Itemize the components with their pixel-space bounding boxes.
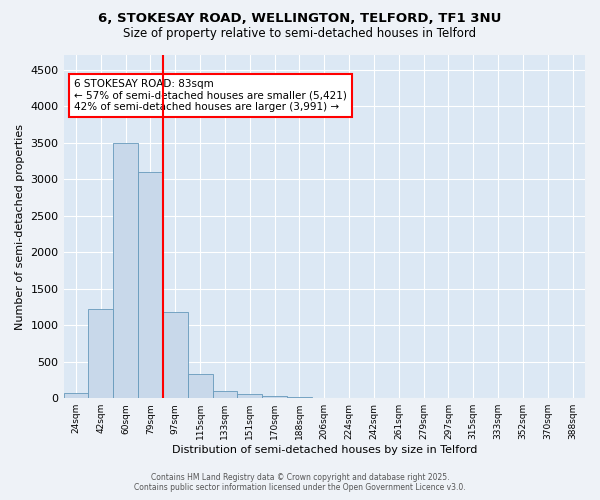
Text: Contains HM Land Registry data © Crown copyright and database right 2025.
Contai: Contains HM Land Registry data © Crown c…	[134, 473, 466, 492]
Text: Size of property relative to semi-detached houses in Telford: Size of property relative to semi-detach…	[124, 28, 476, 40]
Bar	[138, 172, 163, 398]
Bar	[212, 390, 238, 398]
Bar	[262, 396, 287, 398]
Bar	[113, 142, 138, 398]
Text: 6, STOKESAY ROAD, WELLINGTON, TELFORD, TF1 3NU: 6, STOKESAY ROAD, WELLINGTON, TELFORD, T…	[98, 12, 502, 26]
Bar	[64, 392, 88, 398]
Bar	[238, 394, 262, 398]
Text: 6 STOKESAY ROAD: 83sqm
← 57% of semi-detached houses are smaller (5,421)
42% of : 6 STOKESAY ROAD: 83sqm ← 57% of semi-det…	[74, 79, 347, 112]
Bar	[163, 312, 188, 398]
Y-axis label: Number of semi-detached properties: Number of semi-detached properties	[15, 124, 25, 330]
Bar	[88, 309, 113, 398]
X-axis label: Distribution of semi-detached houses by size in Telford: Distribution of semi-detached houses by …	[172, 445, 477, 455]
Bar	[188, 374, 212, 398]
